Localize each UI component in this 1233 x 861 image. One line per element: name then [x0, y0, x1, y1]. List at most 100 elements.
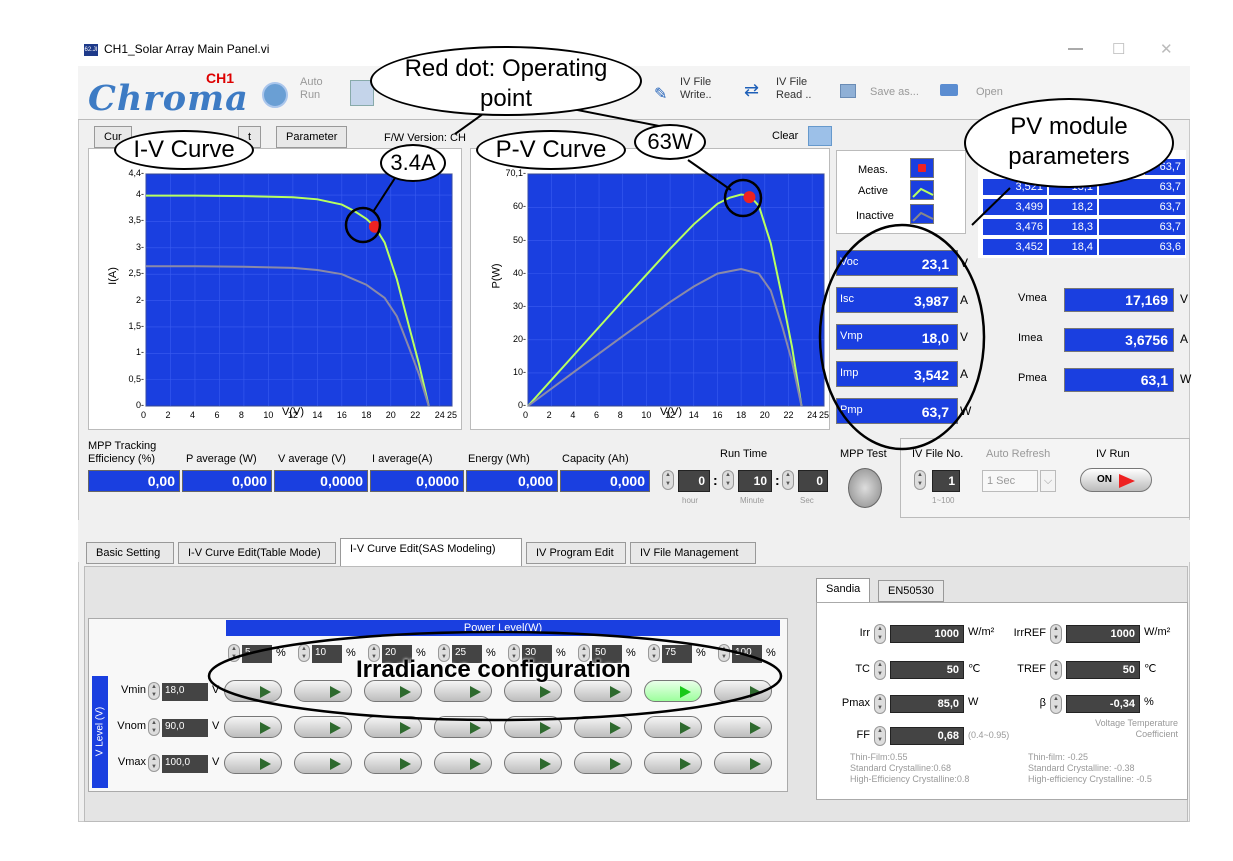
irrref-value[interactable]: 1000 — [1066, 625, 1140, 643]
level-run-button[interactable] — [644, 716, 702, 738]
x-tick-label: 8 — [617, 410, 623, 420]
hour-spinner[interactable]: ▲ ▼ — [662, 470, 674, 490]
minute-value[interactable]: 10 — [738, 470, 772, 492]
x-tick-label: 0 — [523, 410, 529, 420]
tab-sandia[interactable]: Sandia — [816, 578, 871, 602]
voc-unit: V — [960, 256, 969, 270]
level-run-button[interactable] — [224, 752, 282, 774]
iv-file-write-button[interactable]: IV File Write.. — [680, 76, 712, 101]
run-time-title: Run Time — [720, 448, 768, 460]
energy-value: 0,000 — [466, 470, 558, 492]
imp-value: 3,542 — [913, 367, 949, 383]
vmin-value[interactable]: 18,0 — [162, 683, 208, 701]
level-run-button[interactable] — [294, 752, 352, 774]
beta-value[interactable]: -0,34 — [1066, 695, 1140, 713]
open-button[interactable]: Open — [976, 86, 1003, 98]
level-run-button[interactable] — [224, 716, 282, 738]
tref-spinner[interactable]: ▲ ▼ — [1050, 660, 1062, 680]
level-run-button[interactable] — [294, 716, 352, 738]
iv-file-no-spinner[interactable]: ▲ ▼ — [914, 470, 926, 490]
y-tick-label: 20- — [512, 333, 526, 344]
tref-value[interactable]: 50 — [1066, 661, 1140, 679]
vmax-value[interactable]: 100,0 — [162, 755, 208, 773]
percent-unit: % — [766, 647, 776, 659]
vnom-value[interactable]: 90,0 — [162, 719, 208, 737]
legend — [836, 150, 966, 234]
ff-spinner[interactable]: ▲ ▼ — [874, 726, 886, 746]
level-run-button[interactable] — [714, 680, 772, 702]
tab-en50530[interactable]: EN50530 — [878, 580, 944, 602]
tc-unit: ℃ — [968, 663, 981, 675]
level-run-button[interactable] — [574, 752, 632, 774]
tab-i-v-curve-edit-sas-modeling-[interactable]: I-V Curve Edit(SAS Modeling) — [340, 538, 522, 566]
level-spinner[interactable]: ▲ ▼ — [648, 644, 660, 662]
level-run-button[interactable] — [644, 680, 702, 702]
mpp-test-title: MPP Test — [840, 448, 887, 460]
maximize-icon[interactable]: ☐ — [1112, 41, 1126, 58]
sec-spinner[interactable]: ▲ ▼ — [782, 470, 794, 490]
hour-value[interactable]: 0 — [678, 470, 710, 492]
level-run-button[interactable] — [364, 752, 422, 774]
iv-run-title: IV Run — [1096, 448, 1130, 460]
power-level-value[interactable]: 75 — [662, 645, 692, 663]
tab-iv-file-management[interactable]: IV File Management — [630, 542, 756, 564]
irr-spinner[interactable]: ▲ ▼ — [874, 624, 886, 644]
level-spinner[interactable]: ▲ ▼ — [718, 644, 730, 662]
irrref-spinner[interactable]: ▲ ▼ — [1050, 624, 1062, 644]
pmax-spinner[interactable]: ▲ ▼ — [874, 694, 886, 714]
minimize-icon[interactable]: — — [1068, 40, 1083, 57]
tab-i-v-curve-edit-table-mode-[interactable]: I-V Curve Edit(Table Mode) — [178, 542, 336, 564]
volt-unit: V — [212, 684, 220, 696]
inactive-series-line — [146, 265, 430, 407]
table-cell: 3,499 — [982, 198, 1048, 216]
v-level-spinner[interactable]: ▲ ▼ — [148, 682, 160, 700]
mpp-test-button[interactable] — [848, 468, 882, 508]
i-average-value: 0,0000 — [370, 470, 464, 492]
run-arrow-icon — [1119, 474, 1135, 488]
auto-run-icon[interactable] — [262, 82, 288, 108]
level-run-button[interactable] — [714, 716, 772, 738]
level-run-button[interactable] — [644, 752, 702, 774]
auto-refresh-select[interactable]: 1 Sec — [982, 470, 1038, 492]
tc-value[interactable]: 50 — [890, 661, 964, 679]
imp-label: Imp — [840, 367, 859, 379]
close-icon[interactable]: ✕ — [1160, 41, 1173, 58]
power-level-value[interactable]: 100 — [732, 645, 762, 663]
level-run-button[interactable] — [574, 716, 632, 738]
level-run-button[interactable] — [434, 716, 492, 738]
iv-run-button[interactable]: ON — [1080, 468, 1152, 492]
level-run-button[interactable] — [224, 680, 282, 702]
level-spinner[interactable]: ▲ ▼ — [298, 644, 310, 662]
level-run-button[interactable] — [714, 752, 772, 774]
beta-spinner[interactable]: ▲ ▼ — [1050, 694, 1062, 714]
power-level-value[interactable]: 10 — [312, 645, 342, 663]
tab-parameter[interactable]: Parameter — [276, 126, 348, 148]
pmax-value[interactable]: 85,0 — [890, 695, 964, 713]
v-level-spinner[interactable]: ▲ ▼ — [148, 754, 160, 772]
vmp-label: Vmp — [840, 330, 863, 342]
v-level-spinner[interactable]: ▲ ▼ — [148, 718, 160, 736]
level-run-button[interactable] — [364, 716, 422, 738]
clear-button[interactable] — [808, 126, 832, 146]
y-tick-label: 50- — [512, 234, 526, 245]
level-run-button[interactable] — [504, 752, 562, 774]
percent-unit: % — [346, 647, 356, 659]
irr-value[interactable]: 1000 — [890, 625, 964, 643]
level-run-button[interactable] — [504, 716, 562, 738]
chevron-down-icon[interactable]: ⌵ — [1040, 470, 1056, 492]
level-run-button[interactable] — [434, 752, 492, 774]
minute-spinner[interactable]: ▲ ▼ — [722, 470, 734, 490]
auto-run-button[interactable]: Auto Run — [300, 76, 323, 101]
power-level-value[interactable]: 5 — [242, 645, 272, 663]
time-separator: : — [775, 472, 780, 488]
level-run-button[interactable] — [294, 680, 352, 702]
level-spinner[interactable]: ▲ ▼ — [228, 644, 240, 662]
iv-file-no-value[interactable]: 1 — [932, 470, 960, 492]
sec-value[interactable]: 0 — [798, 470, 828, 492]
tc-spinner[interactable]: ▲ ▼ — [874, 660, 886, 680]
iv-file-read-button[interactable]: IV File Read .. — [776, 76, 812, 101]
tab-basic-setting[interactable]: Basic Setting — [86, 542, 174, 564]
ff-value[interactable]: 0,68 — [890, 727, 964, 745]
tab-iv-program-edit[interactable]: IV Program Edit — [526, 542, 626, 564]
save-as-button[interactable]: Save as... — [870, 86, 919, 98]
